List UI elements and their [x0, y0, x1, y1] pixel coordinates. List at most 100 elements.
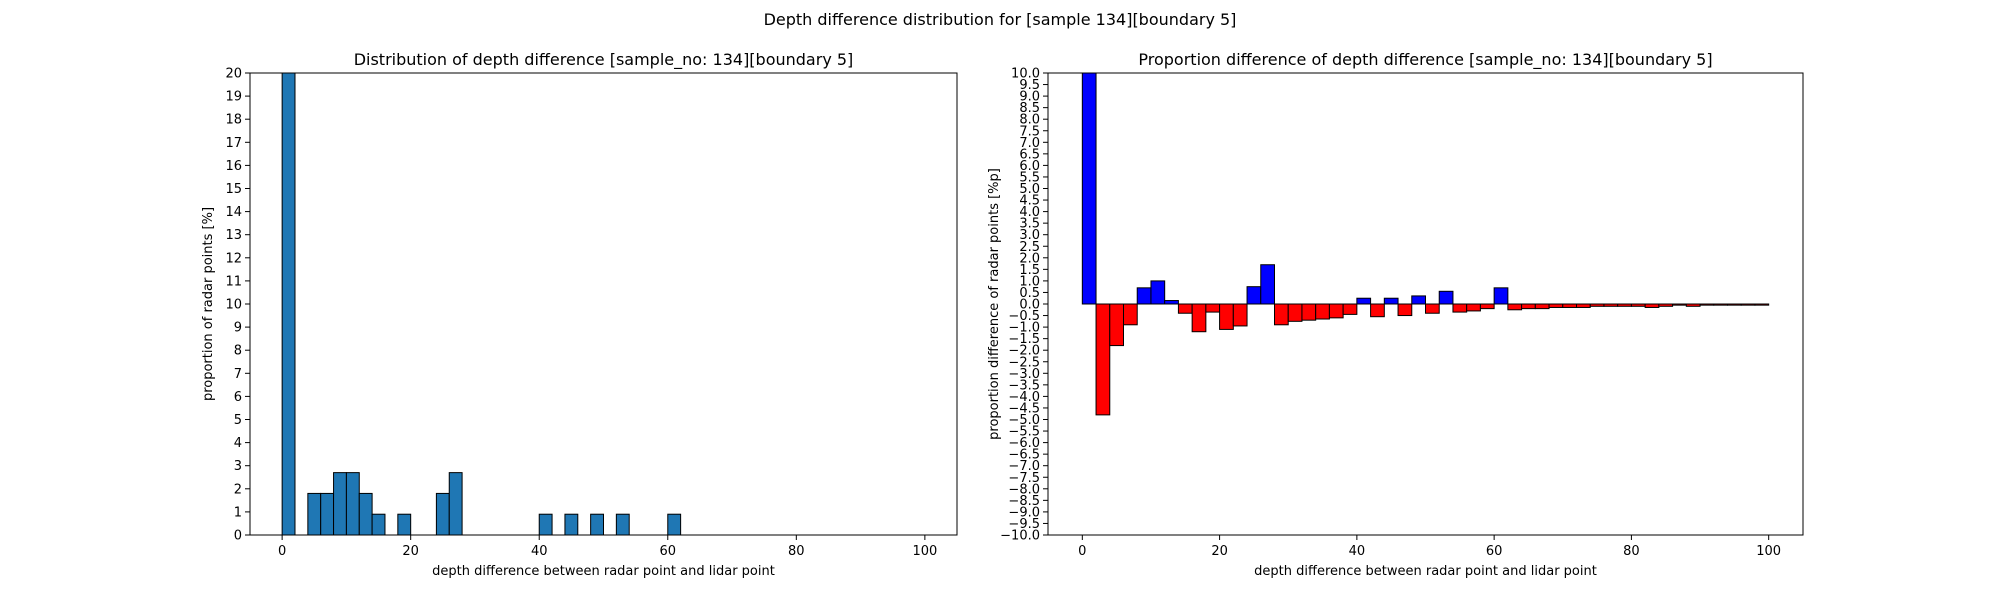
bar	[1507, 303, 1523, 311]
y-tick-label: 6.5	[1019, 147, 1040, 162]
y-tick-label: 1	[234, 505, 242, 520]
y-tick-label: 9.0	[1019, 90, 1040, 105]
bar	[1438, 290, 1454, 305]
y-tick-label: 7	[234, 367, 242, 382]
bar	[1562, 303, 1577, 308]
x-tick-label: 0	[278, 544, 286, 559]
y-tick-label: 10.0	[1011, 67, 1040, 82]
y-tick-label: 5.5	[1019, 170, 1040, 185]
bar	[1150, 280, 1166, 305]
bar	[1452, 303, 1468, 313]
x-tick-label: 80	[1623, 544, 1640, 559]
y-tick-label: 0.0	[1019, 298, 1040, 313]
bar	[1411, 295, 1426, 305]
y-tick-label: 15	[225, 182, 242, 197]
bar	[1630, 303, 1646, 307]
bar	[1109, 303, 1124, 347]
y-tick-label: 5.0	[1019, 182, 1040, 197]
y-tick-label: 0	[234, 529, 242, 544]
bar	[435, 492, 450, 536]
bar	[1123, 303, 1138, 326]
bar	[1219, 303, 1234, 330]
y-tick-label: −5.5	[1008, 425, 1040, 440]
y-tick-label: 1.0	[1019, 274, 1040, 289]
bar	[1534, 303, 1550, 310]
bar	[564, 513, 579, 536]
bar	[1603, 303, 1619, 307]
x-tick-label: 60	[1486, 544, 1503, 559]
bar	[448, 472, 463, 536]
bar	[1727, 303, 1742, 306]
plot-frame	[249, 72, 958, 536]
bar	[307, 492, 322, 536]
bar	[1370, 303, 1385, 318]
y-tick-label: −3.0	[1008, 367, 1040, 382]
y-tick-label: 16	[225, 159, 242, 174]
y-tick-label: 2	[234, 482, 242, 497]
y-tick-label: −7.5	[1008, 471, 1040, 486]
y-tick-label: 2.0	[1019, 251, 1040, 266]
bar	[358, 492, 373, 536]
y-tick-label: 0.5	[1019, 286, 1040, 301]
y-tick-label: 4.5	[1019, 194, 1040, 209]
bar	[281, 72, 296, 536]
x-tick-label: 100	[912, 544, 937, 559]
y-tick-label: −8.0	[1008, 482, 1040, 497]
y-tick-label: 6	[234, 390, 242, 405]
bar	[1315, 303, 1330, 320]
bar	[1754, 303, 1770, 306]
y-tick-label: 3	[234, 459, 242, 474]
y-tick-label: 2.5	[1019, 240, 1040, 255]
y-tick-label: 17	[225, 136, 242, 151]
bar	[538, 513, 553, 536]
bar	[1232, 303, 1248, 327]
bar	[333, 472, 347, 536]
y-tick-label: 3.5	[1019, 217, 1040, 232]
y-tick-label: −4.5	[1008, 401, 1040, 416]
bar	[1328, 303, 1344, 319]
bar	[1548, 303, 1564, 308]
bar	[1589, 303, 1605, 307]
bar	[1274, 303, 1289, 326]
y-tick-label: −2.0	[1008, 344, 1040, 359]
y-tick-label: 11	[225, 274, 242, 289]
y-tick-label: 6.0	[1019, 159, 1040, 174]
chart-title: Proportion difference of depth differenc…	[1138, 50, 1712, 70]
bar	[1479, 303, 1495, 310]
bar	[1081, 72, 1097, 305]
y-tick-label: −7.0	[1008, 459, 1040, 474]
chart-proportion-difference: Proportion difference of depth differenc…	[987, 50, 1804, 579]
bar	[1260, 264, 1275, 305]
y-tick-label: 8.0	[1019, 113, 1040, 128]
bar	[345, 472, 360, 536]
x-tick-label: 20	[1211, 544, 1228, 559]
x-tick-label: 0	[1078, 544, 1086, 559]
bar	[1740, 303, 1756, 306]
y-axis-label: proportion of radar points [%]	[201, 207, 216, 401]
bar	[1383, 297, 1399, 305]
bar	[1205, 303, 1221, 313]
x-axis-label: depth difference between radar point and…	[1254, 564, 1597, 579]
y-tick-label: −4.0	[1008, 390, 1040, 405]
y-tick-label: 12	[225, 251, 242, 266]
x-tick-label: 40	[1349, 544, 1366, 559]
bar	[1136, 287, 1152, 305]
y-tick-label: 13	[225, 228, 242, 243]
bar	[1191, 303, 1207, 333]
y-tick-label: 8	[234, 344, 242, 359]
bar	[1356, 297, 1372, 305]
y-tick-label: −0.5	[1008, 309, 1040, 324]
bar	[1521, 303, 1536, 310]
y-tick-label: −6.5	[1008, 448, 1040, 463]
bar	[1617, 303, 1632, 307]
bar	[590, 513, 604, 536]
y-tick-label: −2.5	[1008, 355, 1040, 370]
bar	[1246, 286, 1262, 305]
y-tick-label: 7.5	[1019, 124, 1040, 139]
y-tick-label: 14	[225, 205, 242, 220]
y-tick-label: 1.5	[1019, 263, 1040, 278]
x-tick-label: 60	[659, 544, 676, 559]
y-tick-label: 18	[225, 113, 242, 128]
bar	[1397, 303, 1413, 317]
y-tick-label: −3.5	[1008, 378, 1040, 393]
